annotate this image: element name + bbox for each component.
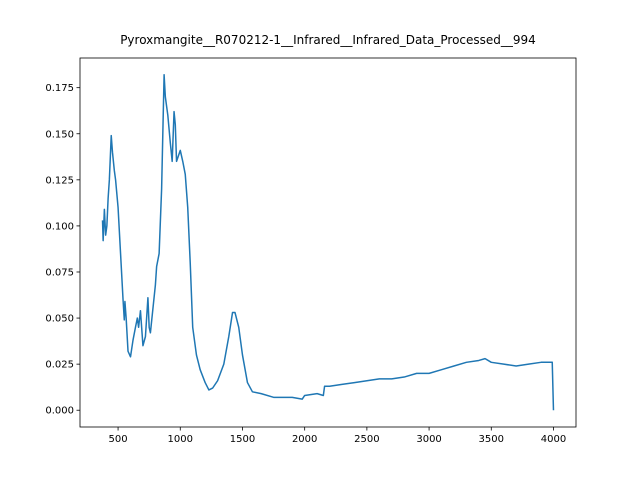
- plot-frame: [79, 57, 577, 428]
- y-tick-label: 0.100: [45, 221, 74, 232]
- x-tick-label: 1000: [168, 434, 193, 445]
- x-tick-label: 3000: [416, 434, 441, 445]
- x-tick-label: 2500: [354, 434, 379, 445]
- y-tick-label: 0.125: [45, 175, 74, 186]
- y-tick-label: 0.075: [45, 267, 74, 278]
- y-tick-label: 0.150: [45, 129, 74, 140]
- x-tick-label: 3500: [479, 434, 504, 445]
- y-tick-label: 0.050: [45, 314, 74, 325]
- x-tick-label: 1500: [230, 434, 255, 445]
- y-tick-label: 0.175: [45, 83, 74, 94]
- x-tick-label: 2000: [292, 434, 317, 445]
- y-tick-label: 0.000: [45, 406, 74, 417]
- y-tick-label: 0.025: [45, 360, 74, 371]
- chart-title: Pyroxmangite__R070212-1__Infrared__Infra…: [120, 33, 536, 47]
- x-tick-label: 4000: [541, 434, 566, 445]
- data-line: [101, 74, 555, 411]
- x-tick-label: 500: [109, 434, 128, 445]
